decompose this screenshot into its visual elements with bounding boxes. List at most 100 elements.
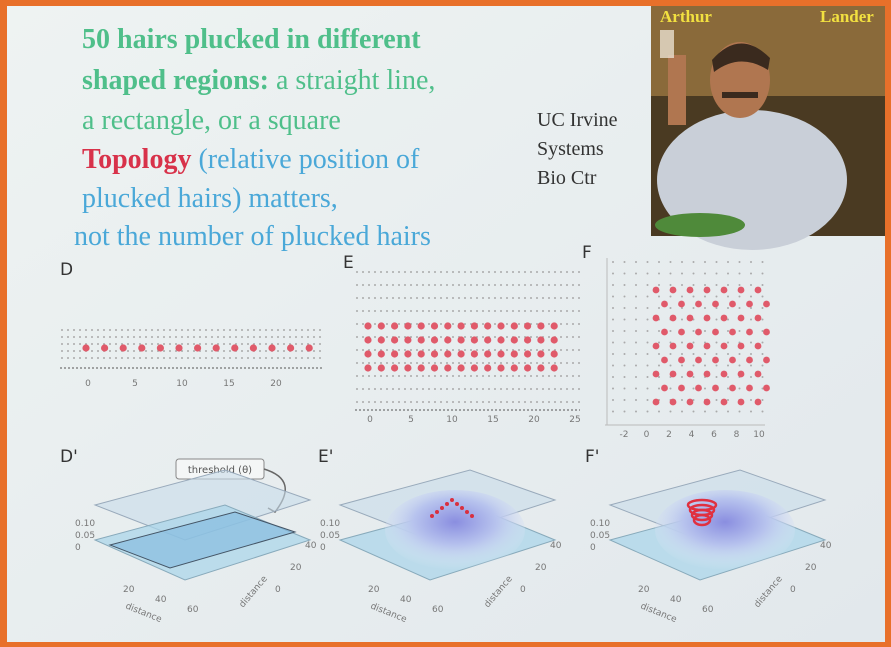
grid-dot	[386, 310, 388, 312]
x-tick-label: 8	[734, 430, 740, 440]
grid-dot	[356, 297, 358, 299]
grid-dot	[716, 261, 718, 263]
grid-dot	[572, 284, 574, 286]
plucked-dot	[458, 322, 465, 329]
grid-dot	[512, 284, 514, 286]
grid-dot	[61, 357, 63, 359]
grid-dot	[750, 353, 752, 355]
grid-dot	[458, 297, 460, 299]
grid-dot	[681, 296, 683, 298]
grid-dot	[181, 357, 183, 359]
grid-dot	[193, 329, 195, 331]
plucked-dot	[444, 364, 451, 371]
plucked-dot	[763, 301, 770, 308]
plucked-dot	[704, 287, 711, 294]
grid-dot	[554, 310, 556, 312]
peak-dot	[440, 506, 444, 510]
grid-dot	[635, 273, 637, 275]
grid-dot	[422, 297, 424, 299]
heading-line: Topology (relative position of	[82, 144, 420, 175]
grid-dot	[446, 284, 448, 286]
grid-dot	[512, 271, 514, 273]
plucked-dot	[364, 322, 371, 329]
plucked-dot	[120, 344, 127, 351]
grid-dot	[716, 296, 718, 298]
grid-dot	[452, 297, 454, 299]
grid-dot	[647, 411, 649, 413]
plucked-dot	[404, 364, 411, 371]
grid-dot	[762, 342, 764, 344]
grid-dot	[109, 357, 111, 359]
grid-dot	[169, 350, 171, 352]
grid-dot	[624, 273, 626, 275]
grid-dot	[716, 353, 718, 355]
grid-dot	[658, 342, 660, 344]
plucked-dot	[721, 343, 728, 350]
grid-dot	[61, 329, 63, 331]
plucked-dot	[704, 343, 711, 350]
grid-dot	[572, 375, 574, 377]
plucked-dot	[231, 344, 238, 351]
grid-dot	[416, 349, 418, 351]
y-tick-label: 40	[550, 541, 562, 551]
grid-dot	[536, 271, 538, 273]
grid-dot	[506, 401, 508, 403]
grid-dot	[518, 349, 520, 351]
grid-dot	[115, 343, 117, 345]
grid-dot	[494, 271, 496, 273]
grid-dot	[223, 329, 225, 331]
grid-dot	[670, 273, 672, 275]
grid-dot	[548, 297, 550, 299]
grid-dot	[470, 297, 472, 299]
grid-dot	[647, 365, 649, 367]
grid-dot	[163, 329, 165, 331]
grid-dot	[566, 349, 568, 351]
grid-dot	[670, 411, 672, 413]
grid-dot	[578, 388, 580, 390]
grid-dot	[217, 329, 219, 331]
plucked-dot	[537, 322, 544, 329]
grid-dot	[506, 323, 508, 325]
grid-dot	[398, 388, 400, 390]
plucked-dot	[687, 343, 694, 350]
grid-dot	[548, 362, 550, 364]
grid-dot	[494, 349, 496, 351]
grid-dot	[91, 329, 93, 331]
grid-dot	[97, 357, 99, 359]
plucked-dot	[687, 287, 694, 294]
grid-dot	[506, 271, 508, 273]
grid-dot	[265, 350, 267, 352]
plucked-dot	[551, 350, 558, 357]
grid-dot	[464, 375, 466, 377]
grid-dot	[470, 349, 472, 351]
grid-dot	[410, 284, 412, 286]
x-tick-label: 20	[638, 585, 650, 595]
grid-dot	[374, 349, 376, 351]
grid-dot	[536, 336, 538, 338]
grid-dot	[693, 273, 695, 275]
grid-dot	[380, 362, 382, 364]
grid-dot	[313, 343, 315, 345]
grid-dot	[566, 362, 568, 364]
grid-dot	[762, 273, 764, 275]
grid-dot	[494, 362, 496, 364]
grid-dot	[681, 319, 683, 321]
grid-dot	[500, 388, 502, 390]
grid-dot	[271, 336, 273, 338]
grid-dot	[121, 357, 123, 359]
grid-dot	[151, 343, 153, 345]
affiliation: Systems	[537, 138, 604, 160]
grid-dot	[247, 350, 249, 352]
grid-dot	[458, 362, 460, 364]
peak-dot	[445, 502, 449, 506]
grid-dot	[386, 375, 388, 377]
grid-dot	[506, 310, 508, 312]
grid-dot	[404, 362, 406, 364]
grid-dot	[560, 388, 562, 390]
plucked-dot	[431, 322, 438, 329]
grid-dot	[470, 271, 472, 273]
grid-dot	[670, 388, 672, 390]
grid-dot	[464, 284, 466, 286]
grid-dot	[647, 284, 649, 286]
grid-dot	[612, 307, 614, 309]
